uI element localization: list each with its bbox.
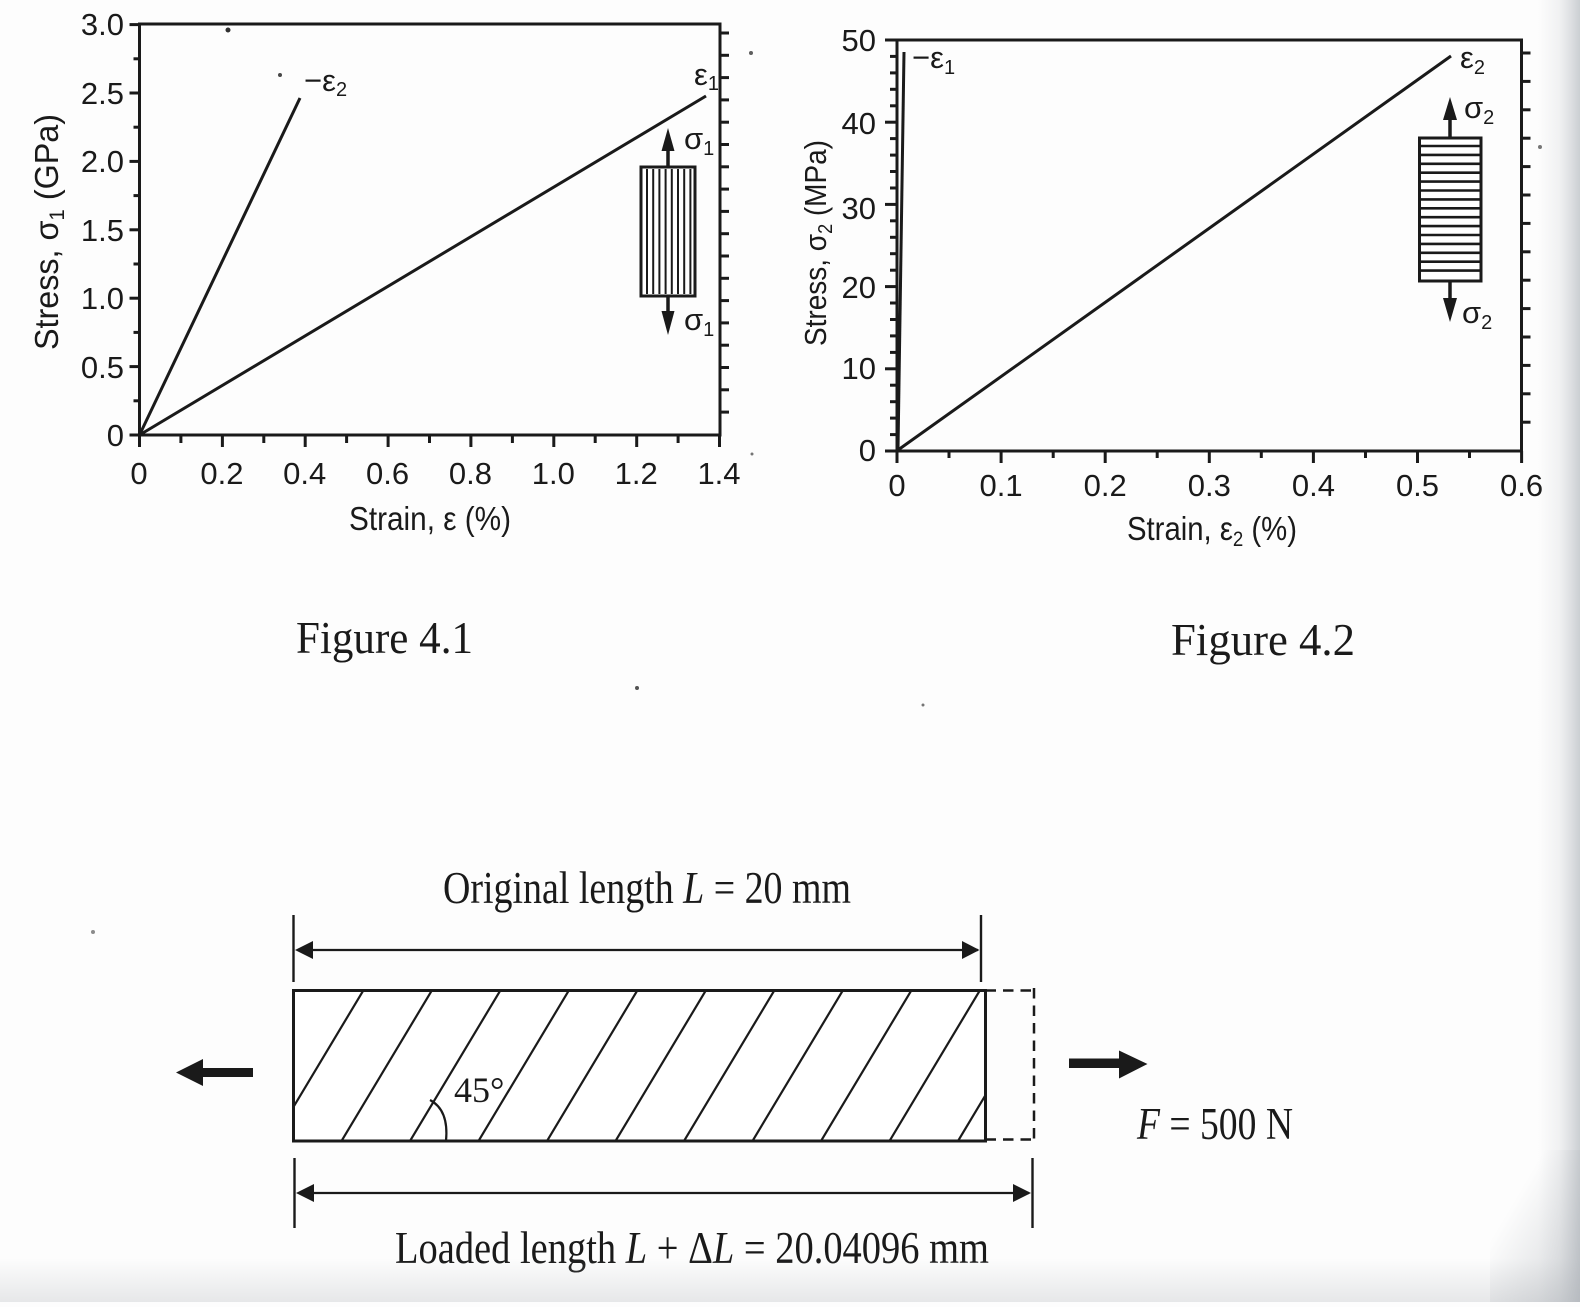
svg-text:50: 50 (842, 23, 876, 58)
svg-text:45°: 45° (454, 1070, 504, 1110)
svg-text:0.8: 0.8 (449, 456, 492, 491)
svg-text:Original length L = 20 mm: Original length L = 20 mm (443, 863, 851, 913)
svg-text:1.0: 1.0 (532, 456, 575, 491)
svg-text:0.2: 0.2 (200, 456, 243, 491)
svg-text:0.5: 0.5 (81, 350, 124, 385)
svg-text:Strain, ε (%): Strain, ε (%) (349, 500, 511, 537)
svg-text:Stress, σ1 (GPa): Stress, σ1 (GPa) (28, 114, 69, 350)
svg-text:0.6: 0.6 (366, 456, 409, 491)
svg-text:1.4: 1.4 (697, 456, 740, 491)
svg-text:10: 10 (842, 351, 876, 386)
svg-text:0.3: 0.3 (1188, 468, 1231, 503)
svg-text:Figure 4.2: Figure 4.2 (1171, 614, 1355, 665)
svg-text:0.1: 0.1 (980, 468, 1023, 503)
svg-text:1.2: 1.2 (615, 456, 658, 491)
svg-text:Figure 4.1: Figure 4.1 (296, 612, 473, 663)
svg-text:3.0: 3.0 (81, 7, 124, 42)
svg-text:0: 0 (859, 433, 876, 468)
svg-text:Strain, ε2 (%): Strain, ε2 (%) (1127, 510, 1297, 551)
svg-text:20: 20 (842, 270, 876, 305)
svg-text:0: 0 (888, 468, 905, 503)
svg-text:1.5: 1.5 (81, 213, 124, 248)
svg-text:0: 0 (107, 418, 124, 453)
svg-text:σ2: σ2 (1464, 90, 1494, 129)
svg-text:0: 0 (130, 456, 147, 491)
svg-text:−ε1: −ε1 (912, 40, 955, 79)
svg-text:40: 40 (842, 106, 876, 141)
svg-text:0.2: 0.2 (1084, 468, 1127, 503)
svg-text:0.4: 0.4 (1292, 468, 1335, 503)
svg-text:0.5: 0.5 (1396, 468, 1439, 503)
svg-text:F = 500 N: F = 500 N (1136, 1099, 1293, 1149)
svg-text:0.6: 0.6 (1500, 468, 1543, 503)
svg-text:0.4: 0.4 (283, 456, 326, 491)
svg-text:2.0: 2.0 (81, 144, 124, 179)
svg-text:30: 30 (842, 191, 876, 226)
svg-text:Stress, σ2 (MPa): Stress, σ2 (MPa) (798, 140, 837, 346)
svg-text:−ε2: −ε2 (304, 63, 347, 101)
svg-text:1.0: 1.0 (81, 281, 124, 316)
svg-text:2.5: 2.5 (81, 76, 124, 111)
